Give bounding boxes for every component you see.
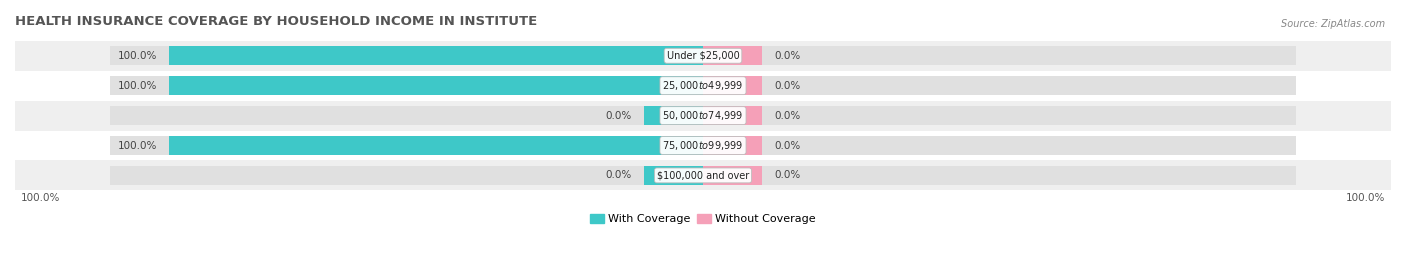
- Text: 100.0%: 100.0%: [21, 193, 60, 203]
- Bar: [110, 47, 1296, 65]
- Text: 100.0%: 100.0%: [118, 81, 157, 91]
- Text: Under $25,000: Under $25,000: [666, 51, 740, 61]
- Text: $50,000 to $74,999: $50,000 to $74,999: [662, 109, 744, 122]
- Text: 0.0%: 0.0%: [606, 111, 631, 121]
- Bar: [703, 136, 762, 155]
- Bar: [703, 106, 762, 125]
- Bar: [644, 106, 703, 125]
- Bar: [703, 166, 762, 185]
- Text: 0.0%: 0.0%: [775, 81, 800, 91]
- Bar: [15, 71, 1391, 101]
- Bar: [110, 136, 1296, 155]
- Text: HEALTH INSURANCE COVERAGE BY HOUSEHOLD INCOME IN INSTITUTE: HEALTH INSURANCE COVERAGE BY HOUSEHOLD I…: [15, 15, 537, 28]
- Text: 0.0%: 0.0%: [606, 171, 631, 180]
- Bar: [644, 166, 703, 185]
- Bar: [15, 130, 1391, 160]
- Bar: [110, 166, 1296, 185]
- Bar: [15, 41, 1391, 71]
- Bar: [169, 136, 703, 155]
- Text: 0.0%: 0.0%: [775, 111, 800, 121]
- Text: 100.0%: 100.0%: [1346, 193, 1385, 203]
- Bar: [169, 76, 703, 95]
- Legend: With Coverage, Without Coverage: With Coverage, Without Coverage: [586, 209, 820, 228]
- Text: 0.0%: 0.0%: [775, 171, 800, 180]
- Bar: [169, 47, 703, 65]
- Text: 100.0%: 100.0%: [118, 140, 157, 150]
- Text: $100,000 and over: $100,000 and over: [657, 171, 749, 180]
- Bar: [703, 76, 762, 95]
- Bar: [110, 106, 1296, 125]
- Bar: [110, 76, 1296, 95]
- Text: $75,000 to $99,999: $75,000 to $99,999: [662, 139, 744, 152]
- Text: 100.0%: 100.0%: [118, 51, 157, 61]
- Text: $25,000 to $49,999: $25,000 to $49,999: [662, 79, 744, 92]
- Bar: [15, 160, 1391, 190]
- Bar: [15, 101, 1391, 130]
- Text: 0.0%: 0.0%: [775, 140, 800, 150]
- Text: Source: ZipAtlas.com: Source: ZipAtlas.com: [1281, 19, 1385, 29]
- Text: 0.0%: 0.0%: [775, 51, 800, 61]
- Bar: [703, 47, 762, 65]
